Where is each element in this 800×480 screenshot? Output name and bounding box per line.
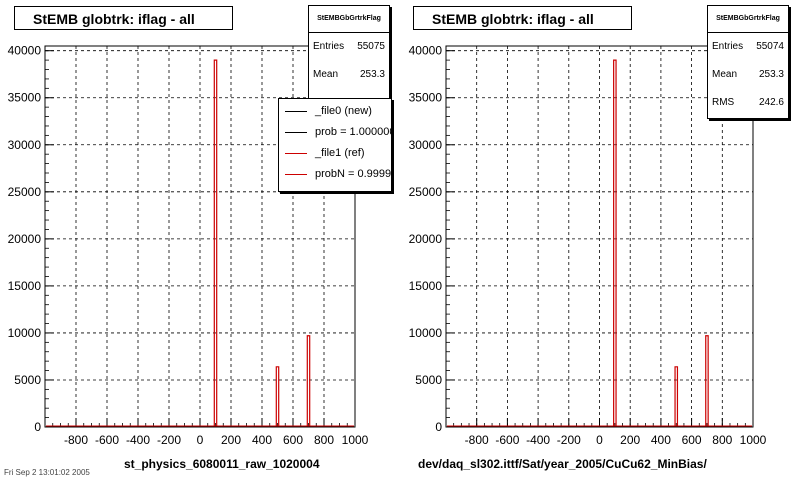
stats-name-right: StEMBGbGrtrkFlag (708, 6, 788, 33)
x-tick-label: 1000 (342, 433, 369, 447)
histogram-bin (306, 335, 311, 426)
y-tick-label: 25000 (409, 185, 443, 199)
x-tick-label: -600 (495, 433, 519, 447)
stats-name-left: StEMBGbGrtrkFlag (309, 6, 389, 33)
x-tick-label: 600 (283, 433, 303, 447)
histogram-bin (705, 335, 709, 426)
y-tick-label: 10000 (409, 326, 443, 340)
x-tick-label: 1000 (740, 433, 767, 447)
x-tick-label: -400 (126, 433, 150, 447)
x-tick-label: -200 (157, 433, 181, 447)
legend-swatch (285, 132, 307, 133)
legend-label: probN = 0.999999 (315, 168, 392, 180)
x-tick-label: 0 (596, 433, 603, 447)
legend-label: _file0 (new) (315, 105, 372, 117)
y-tick-label: 40000 (409, 44, 443, 58)
stats-label: Mean (712, 69, 738, 80)
x-tick-label: 200 (221, 433, 241, 447)
histogram-bin (674, 366, 679, 426)
histogram-title-left: StEMB globtrk: iflag - all (14, 6, 233, 30)
legend-left: _file0 (new) prob = 1.000000 _file1 (ref… (278, 98, 392, 192)
histogram-title-right: StEMB globtrk: iflag - all (413, 6, 632, 30)
y-tick-label: 10000 (8, 326, 42, 340)
stats-row-mean-right: Mean 253.3 (708, 61, 788, 89)
stats-value: 253.3 (758, 69, 784, 80)
x-tick-label: -600 (95, 433, 119, 447)
y-tick-label: 5000 (415, 373, 442, 387)
stats-row-entries-right: Entries 55074 (708, 33, 788, 61)
stats-row-mean-left: Mean 253.3 (309, 61, 389, 89)
stats-value: 242.6 (758, 97, 784, 108)
x-tick-label: 400 (651, 433, 671, 447)
y-tick-label: 0 (34, 420, 41, 434)
histogram-bin (275, 366, 280, 426)
stats-label: Entries (712, 41, 744, 52)
legend-swatch (285, 153, 307, 154)
legend-label: _file1 (ref) (315, 147, 365, 159)
x-tick-label: 800 (314, 433, 334, 447)
x-tick-label: 0 (197, 433, 204, 447)
stats-label: Mean (313, 69, 339, 80)
stats-box-left: StEMBGbGrtrkFlag Entries 55075 Mean 253.… (308, 5, 390, 100)
stats-label: RMS (712, 97, 735, 108)
legend-swatch (285, 174, 307, 175)
stats-row-rms-right: RMS 242.6 (708, 89, 788, 117)
y-tick-label: 30000 (8, 138, 42, 152)
y-tick-label: 35000 (8, 91, 42, 105)
x-tick-label: -200 (557, 433, 581, 447)
x-axis-title-left: st_physics_6080011_raw_1020004 (124, 457, 320, 471)
timestamp-footer: Fri Sep 2 13:01:02 2005 (4, 468, 90, 477)
y-tick-label: 15000 (409, 279, 443, 293)
y-tick-label: 15000 (8, 279, 42, 293)
stats-label: Entries (313, 41, 345, 52)
x-tick-label: -400 (526, 433, 550, 447)
legend-entry: _file1 (ref) (279, 143, 391, 164)
stats-box-right: StEMBGbGrtrkFlag Entries 55074 Mean 253.… (707, 5, 789, 119)
y-tick-label: 30000 (409, 138, 443, 152)
x-tick-label: 600 (682, 433, 702, 447)
y-tick-label: 5000 (14, 373, 41, 387)
legend-swatch (285, 111, 307, 112)
legend-label: prob = 1.000000 (315, 126, 392, 138)
y-tick-label: 35000 (409, 91, 443, 105)
x-tick-label: 800 (712, 433, 732, 447)
stats-value: 55074 (756, 41, 784, 52)
stats-row-entries-left: Entries 55075 (309, 33, 389, 61)
stats-value: 55075 (357, 41, 385, 52)
histogram-bin (613, 59, 617, 426)
x-tick-label: 400 (252, 433, 272, 447)
histogram-bin (213, 59, 218, 426)
y-tick-label: 20000 (8, 232, 42, 246)
y-tick-label: 40000 (8, 44, 42, 58)
y-tick-label: 20000 (409, 232, 443, 246)
y-tick-label: 0 (435, 420, 442, 434)
x-tick-label: -800 (465, 433, 489, 447)
y-tick-label: 25000 (8, 185, 42, 199)
legend-entry: prob = 1.000000 (279, 122, 391, 143)
x-axis-title-right: dev/daq_sl302.ittf/Sat/year_2005/CuCu62_… (418, 457, 707, 471)
stats-value: 253.3 (359, 69, 385, 80)
legend-entry: probN = 0.999999 (279, 164, 391, 185)
legend-entry: _file0 (new) (279, 101, 391, 122)
x-tick-label: 200 (620, 433, 640, 447)
x-tick-label: -800 (64, 433, 88, 447)
